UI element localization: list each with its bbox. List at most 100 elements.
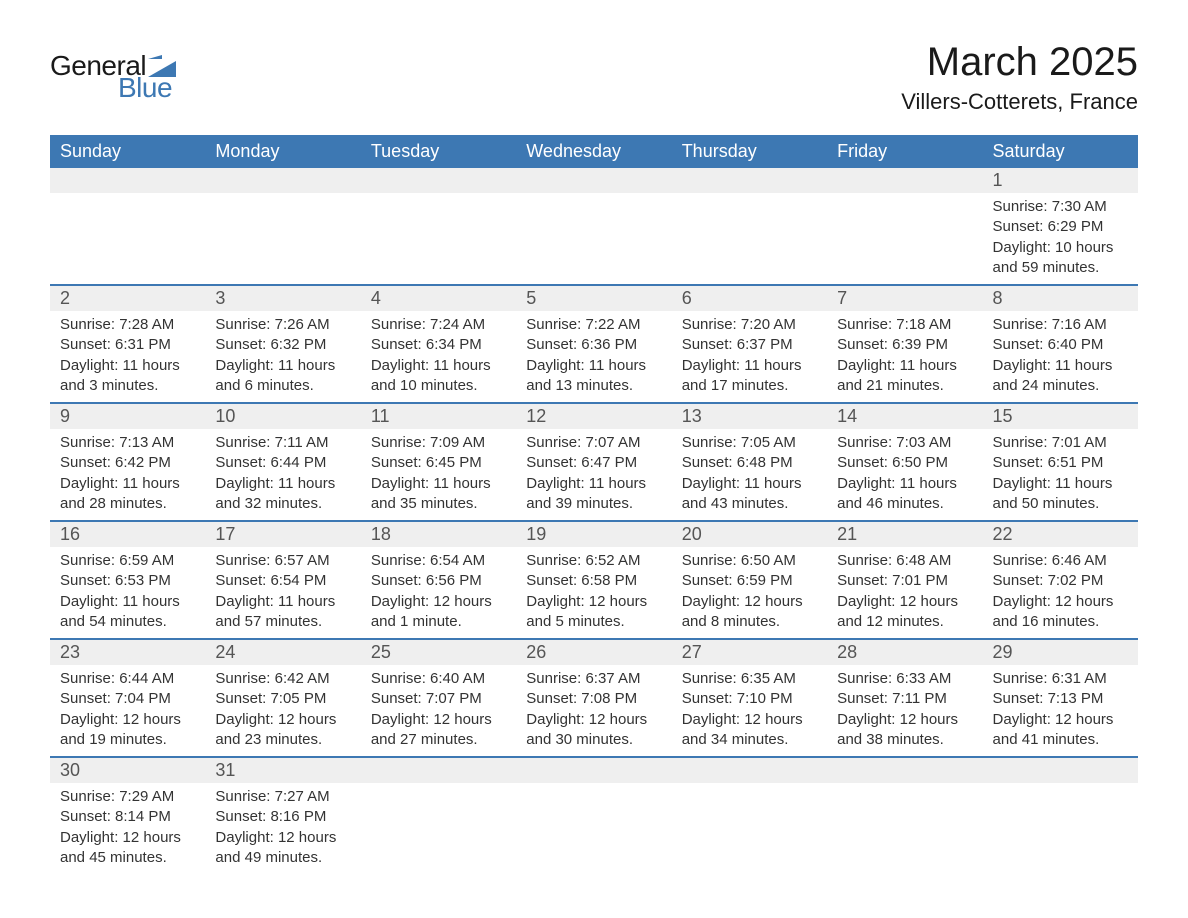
day-number xyxy=(361,168,516,193)
sunrise-line: Sunrise: 7:03 AM xyxy=(837,433,972,453)
daylight-line-1: Daylight: 10 hours xyxy=(993,238,1128,258)
day-details: Sunrise: 6:48 AMSunset: 7:01 PMDaylight:… xyxy=(827,547,982,638)
daylight-line-1: Daylight: 11 hours xyxy=(60,356,195,376)
calendar-day-cell: 31Sunrise: 7:27 AMSunset: 8:16 PMDayligh… xyxy=(205,757,360,874)
sunrise-line: Sunrise: 7:01 AM xyxy=(993,433,1128,453)
day-number xyxy=(516,758,671,783)
daylight-line-1: Daylight: 11 hours xyxy=(837,356,972,376)
calendar-week-row: 30Sunrise: 7:29 AMSunset: 8:14 PMDayligh… xyxy=(50,757,1138,874)
day-number: 22 xyxy=(983,522,1138,547)
daylight-line-1: Daylight: 12 hours xyxy=(993,710,1128,730)
daylight-line-1: Daylight: 11 hours xyxy=(682,474,817,494)
sunrise-line: Sunrise: 6:54 AM xyxy=(371,551,506,571)
daylight-line-1: Daylight: 11 hours xyxy=(993,474,1128,494)
day-details: Sunrise: 7:09 AMSunset: 6:45 PMDaylight:… xyxy=(361,429,516,520)
daylight-line-1: Daylight: 11 hours xyxy=(215,592,350,612)
calendar-day-cell xyxy=(672,168,827,285)
daylight-line-1: Daylight: 11 hours xyxy=(993,356,1128,376)
day-details: Sunrise: 6:52 AMSunset: 6:58 PMDaylight:… xyxy=(516,547,671,638)
daylight-line-1: Daylight: 12 hours xyxy=(526,592,661,612)
day-number: 28 xyxy=(827,640,982,665)
sunrise-line: Sunrise: 7:11 AM xyxy=(215,433,350,453)
calendar-table: Sunday Monday Tuesday Wednesday Thursday… xyxy=(50,135,1138,874)
sunset-line: Sunset: 6:37 PM xyxy=(682,335,817,355)
day-details: Sunrise: 7:18 AMSunset: 6:39 PMDaylight:… xyxy=(827,311,982,402)
day-details: Sunrise: 6:59 AMSunset: 6:53 PMDaylight:… xyxy=(50,547,205,638)
sunset-line: Sunset: 7:11 PM xyxy=(837,689,972,709)
sunrise-line: Sunrise: 6:31 AM xyxy=(993,669,1128,689)
sunset-line: Sunset: 6:40 PM xyxy=(993,335,1128,355)
day-details: Sunrise: 6:33 AMSunset: 7:11 PMDaylight:… xyxy=(827,665,982,756)
sunrise-line: Sunrise: 6:42 AM xyxy=(215,669,350,689)
daylight-line-1: Daylight: 12 hours xyxy=(215,710,350,730)
sunrise-line: Sunrise: 7:29 AM xyxy=(60,787,195,807)
month-title: March 2025 xyxy=(901,40,1138,85)
calendar-day-cell xyxy=(516,757,671,874)
sunset-line: Sunset: 7:07 PM xyxy=(371,689,506,709)
day-number xyxy=(827,758,982,783)
calendar-day-cell: 5Sunrise: 7:22 AMSunset: 6:36 PMDaylight… xyxy=(516,285,671,403)
calendar-week-row: 1Sunrise: 7:30 AMSunset: 6:29 PMDaylight… xyxy=(50,168,1138,285)
calendar-day-cell: 16Sunrise: 6:59 AMSunset: 6:53 PMDayligh… xyxy=(50,521,205,639)
day-number: 8 xyxy=(983,286,1138,311)
day-details: Sunrise: 6:54 AMSunset: 6:56 PMDaylight:… xyxy=(361,547,516,638)
calendar-day-cell: 17Sunrise: 6:57 AMSunset: 6:54 PMDayligh… xyxy=(205,521,360,639)
daylight-line-2: and 49 minutes. xyxy=(215,848,350,868)
calendar-day-cell xyxy=(827,168,982,285)
daylight-line-1: Daylight: 12 hours xyxy=(60,710,195,730)
sunset-line: Sunset: 7:10 PM xyxy=(682,689,817,709)
day-details xyxy=(205,193,360,223)
daylight-line-2: and 8 minutes. xyxy=(682,612,817,632)
day-details: Sunrise: 6:42 AMSunset: 7:05 PMDaylight:… xyxy=(205,665,360,756)
sunrise-line: Sunrise: 7:30 AM xyxy=(993,197,1128,217)
sunset-line: Sunset: 6:36 PM xyxy=(526,335,661,355)
day-details: Sunrise: 7:16 AMSunset: 6:40 PMDaylight:… xyxy=(983,311,1138,402)
daylight-line-1: Daylight: 11 hours xyxy=(371,356,506,376)
day-details: Sunrise: 6:44 AMSunset: 7:04 PMDaylight:… xyxy=(50,665,205,756)
sunset-line: Sunset: 7:01 PM xyxy=(837,571,972,591)
day-header: Tuesday xyxy=(361,135,516,168)
daylight-line-2: and 38 minutes. xyxy=(837,730,972,750)
sunrise-line: Sunrise: 6:33 AM xyxy=(837,669,972,689)
sunset-line: Sunset: 6:47 PM xyxy=(526,453,661,473)
day-details xyxy=(672,193,827,223)
daylight-line-2: and 1 minute. xyxy=(371,612,506,632)
calendar-day-cell xyxy=(983,757,1138,874)
sunset-line: Sunset: 6:53 PM xyxy=(60,571,195,591)
sunset-line: Sunset: 6:50 PM xyxy=(837,453,972,473)
daylight-line-2: and 39 minutes. xyxy=(526,494,661,514)
day-number: 11 xyxy=(361,404,516,429)
day-details: Sunrise: 6:46 AMSunset: 7:02 PMDaylight:… xyxy=(983,547,1138,638)
calendar-day-cell: 19Sunrise: 6:52 AMSunset: 6:58 PMDayligh… xyxy=(516,521,671,639)
daylight-line-2: and 27 minutes. xyxy=(371,730,506,750)
daylight-line-1: Daylight: 12 hours xyxy=(837,592,972,612)
sunset-line: Sunset: 6:45 PM xyxy=(371,453,506,473)
day-number: 14 xyxy=(827,404,982,429)
calendar-day-cell xyxy=(205,168,360,285)
daylight-line-1: Daylight: 11 hours xyxy=(60,474,195,494)
daylight-line-2: and 3 minutes. xyxy=(60,376,195,396)
sunrise-line: Sunrise: 6:50 AM xyxy=(682,551,817,571)
day-details: Sunrise: 7:28 AMSunset: 6:31 PMDaylight:… xyxy=(50,311,205,402)
day-number xyxy=(672,758,827,783)
daylight-line-2: and 19 minutes. xyxy=(60,730,195,750)
sunset-line: Sunset: 6:44 PM xyxy=(215,453,350,473)
daylight-line-2: and 6 minutes. xyxy=(215,376,350,396)
day-details: Sunrise: 6:50 AMSunset: 6:59 PMDaylight:… xyxy=(672,547,827,638)
day-number: 9 xyxy=(50,404,205,429)
title-block: March 2025 Villers-Cotterets, France xyxy=(901,40,1138,115)
calendar-week-row: 16Sunrise: 6:59 AMSunset: 6:53 PMDayligh… xyxy=(50,521,1138,639)
day-details: Sunrise: 7:07 AMSunset: 6:47 PMDaylight:… xyxy=(516,429,671,520)
day-number: 30 xyxy=(50,758,205,783)
sunset-line: Sunset: 7:13 PM xyxy=(993,689,1128,709)
day-number: 7 xyxy=(827,286,982,311)
day-number xyxy=(50,168,205,193)
day-details: Sunrise: 7:03 AMSunset: 6:50 PMDaylight:… xyxy=(827,429,982,520)
daylight-line-2: and 34 minutes. xyxy=(682,730,817,750)
day-number xyxy=(827,168,982,193)
calendar-day-cell: 8Sunrise: 7:16 AMSunset: 6:40 PMDaylight… xyxy=(983,285,1138,403)
sunset-line: Sunset: 6:59 PM xyxy=(682,571,817,591)
sunrise-line: Sunrise: 6:52 AM xyxy=(526,551,661,571)
calendar-day-cell: 4Sunrise: 7:24 AMSunset: 6:34 PMDaylight… xyxy=(361,285,516,403)
calendar-day-cell xyxy=(672,757,827,874)
